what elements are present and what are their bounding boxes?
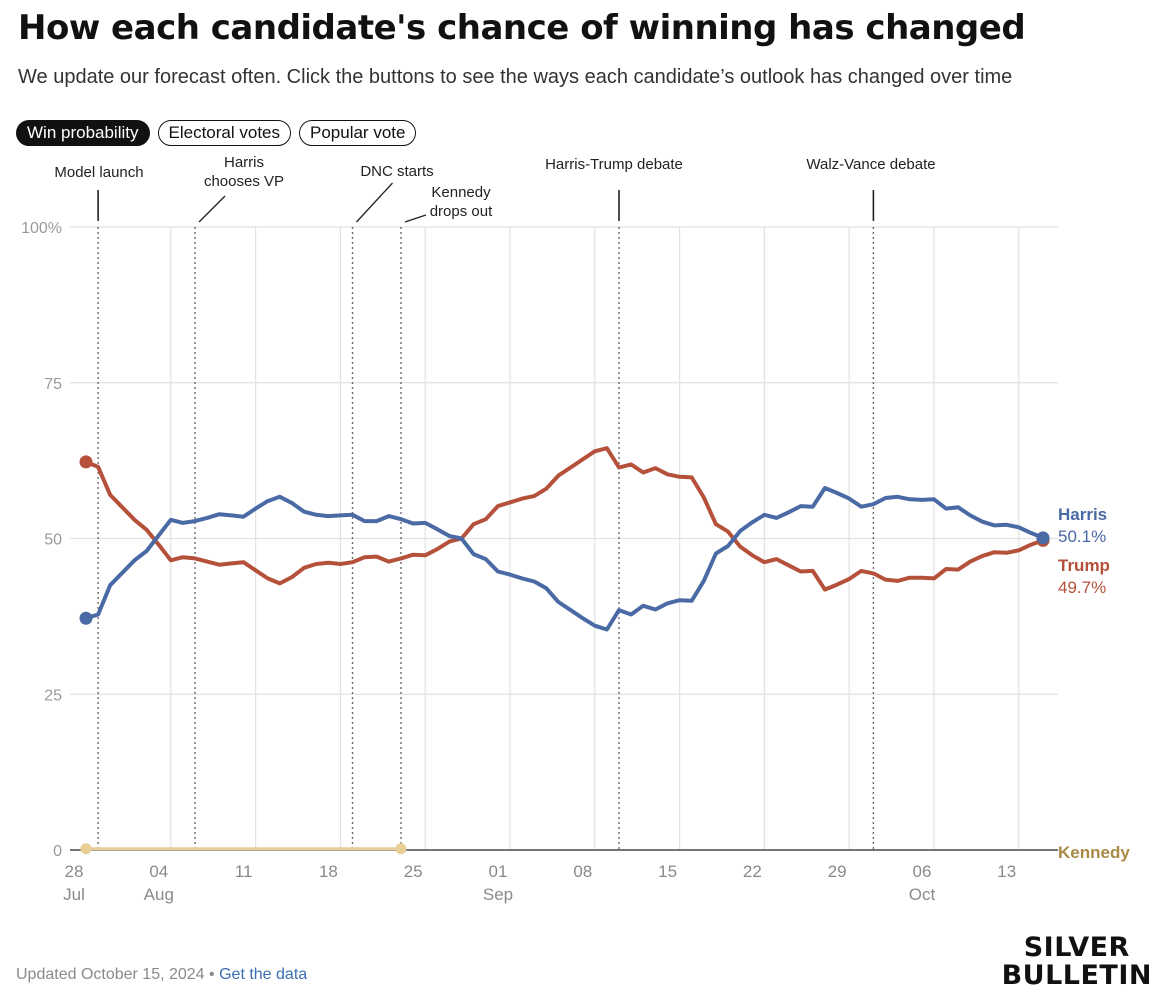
- x-tick-label: 11: [235, 862, 253, 881]
- event-label: Harris-Trump debate: [545, 156, 683, 173]
- series-start-point-harris: [79, 611, 93, 625]
- brand-line-2: BULLETIN: [1001, 960, 1152, 991]
- brand-logo: SILVER BULLETIN: [1002, 934, 1152, 990]
- series-line-harris: [84, 486, 1045, 632]
- tab-popular-vote[interactable]: Popular vote: [299, 120, 417, 146]
- series-value-label: 49.7%: [1058, 578, 1106, 597]
- x-tick-label: 28: [65, 862, 84, 881]
- x-tick-sublabel: Jul: [63, 885, 85, 904]
- brand-line-1: SILVER: [1023, 932, 1130, 963]
- chart-subtitle: We update our forecast often. Click the …: [18, 66, 1013, 88]
- series-name-label: Trump: [1058, 556, 1110, 575]
- win-probability-chart: 0 25 50 75 100% 28 Jul 04 Aug 11 18 25 01 Sep 08 15 22 29…: [21, 154, 1130, 904]
- y-tick-label: 50: [44, 532, 62, 549]
- x-tick-label: 22: [743, 862, 762, 881]
- y-tick-label: 0: [53, 843, 62, 860]
- series-end-point-harris: [1036, 531, 1050, 545]
- x-tick-label: 08: [573, 862, 592, 881]
- get-data-link[interactable]: Get the data: [219, 966, 308, 983]
- series-start-point-trump: [79, 455, 93, 469]
- event-label: chooses VP: [204, 173, 284, 190]
- event-label: drops out: [430, 203, 493, 220]
- x-tick-label: 29: [828, 862, 847, 881]
- event-label: Harris: [224, 154, 264, 171]
- series-value-label: 50.1%: [1058, 527, 1106, 546]
- event-label: Walz-Vance debate: [806, 156, 935, 173]
- x-tick-label: 04: [149, 862, 168, 881]
- series-end-point-kennedy: [395, 843, 407, 855]
- x-tick-label: 06: [913, 862, 932, 881]
- series-line-trump: [84, 446, 1045, 592]
- event-label: DNC starts: [360, 163, 433, 180]
- x-tick-label: 13: [997, 862, 1016, 881]
- event-leader-line: [356, 182, 393, 223]
- series-name-label: Kennedy: [1058, 843, 1130, 862]
- updated-date: Updated October 15, 2024: [16, 966, 205, 983]
- event-label: Kennedy: [431, 184, 491, 201]
- y-tick-label: 25: [44, 687, 62, 704]
- x-tick-sublabel: Oct: [909, 885, 936, 904]
- series-start-point-kennedy: [80, 843, 92, 855]
- tab-win-probability[interactable]: Win probability: [16, 120, 150, 146]
- footer-separator: •: [209, 966, 215, 983]
- x-tick-label: 25: [404, 862, 423, 881]
- event-leader-line: [198, 195, 226, 223]
- tab-electoral-votes[interactable]: Electoral votes: [157, 120, 291, 146]
- metric-tabs: Win probability Electoral votes Popular …: [16, 120, 417, 146]
- x-tick-label: 01: [489, 862, 508, 881]
- chart-title: How each candidate's chance of winning h…: [18, 8, 1026, 48]
- event-label: Model launch: [54, 164, 143, 181]
- x-tick-sublabel: Aug: [144, 885, 174, 904]
- footer: Updated October 15, 2024 • Get the data: [16, 966, 307, 984]
- y-tick-label: 75: [44, 376, 62, 393]
- x-tick-label: 18: [319, 862, 338, 881]
- event-leader-line: [404, 214, 427, 223]
- y-tick-label: 100%: [21, 220, 62, 237]
- x-tick-label: 15: [658, 862, 677, 881]
- series-name-label: Harris: [1058, 505, 1107, 524]
- x-tick-sublabel: Sep: [483, 885, 513, 904]
